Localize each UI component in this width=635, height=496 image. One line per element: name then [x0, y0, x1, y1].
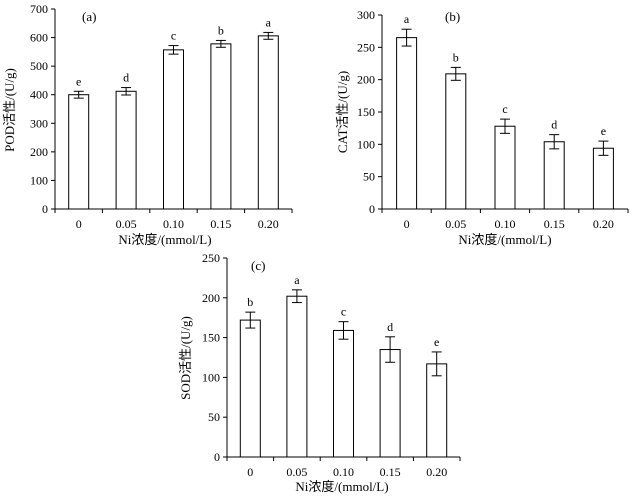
bar-0 — [239, 319, 261, 458]
y-tick-label: 100 — [202, 370, 220, 384]
y-tick-label: 300 — [30, 116, 48, 130]
x-tick-label: 0.05 — [116, 217, 137, 231]
panel-label: (c) — [251, 258, 265, 273]
x-tick-label: 0.10 — [495, 217, 516, 231]
y-tick-label: 0 — [42, 202, 48, 216]
y-tick-label: 0 — [369, 202, 375, 216]
y-tick-label: 400 — [30, 88, 48, 102]
x-tick-label: 0.20 — [258, 217, 279, 231]
significance-letter: c — [171, 29, 176, 43]
significance-letter: c — [502, 102, 507, 116]
bar-0.05 — [445, 73, 467, 210]
bar-0 — [396, 37, 418, 210]
y-tick-label: 150 — [357, 105, 375, 119]
x-axis-title: Ni浓度/(mmol/L) — [295, 479, 388, 494]
bar-0.15 — [379, 349, 401, 458]
chart-c: 0 50 100 150 200 250 b 0 a 0.05 c 0.10 d 0.15 e 0.20 (c)… — [178, 251, 461, 494]
y-tick-label: 0 — [214, 450, 220, 464]
y-tick-label: 500 — [30, 59, 48, 73]
panel-label: (b) — [445, 9, 460, 24]
y-tick-label: 150 — [202, 331, 220, 345]
significance-letter: a — [294, 273, 300, 287]
bar-0.15 — [543, 141, 565, 210]
bar-0 — [68, 94, 90, 210]
y-axis-title: SOD活性/(U/g) — [178, 316, 193, 400]
bar-0.05 — [115, 90, 137, 210]
bar-0.20 — [592, 147, 614, 210]
chart-a: 0 100 200 300 400 500 600 700 e 0 d 0.05 c 0.10 b 0.15 a… — [2, 2, 293, 247]
x-axis-title: Ni浓度/(mmol/L) — [458, 232, 551, 247]
bar-0.05 — [286, 295, 308, 458]
x-tick-label: 0 — [247, 465, 253, 479]
y-tick-label: 100 — [357, 137, 375, 151]
significance-letter: c — [341, 305, 346, 319]
y-tick-label: 250 — [357, 40, 375, 54]
significance-letter: b — [247, 295, 253, 309]
significance-letter: d — [387, 320, 393, 334]
significance-letter: e — [76, 74, 81, 88]
y-tick-label: 200 — [30, 145, 48, 159]
y-axis-title: POD活性/(U/g) — [2, 68, 17, 152]
significance-letter: e — [601, 124, 606, 138]
x-tick-label: 0.05 — [286, 465, 307, 479]
y-tick-label: 50 — [208, 410, 220, 424]
x-tick-label: 0.15 — [380, 465, 401, 479]
bar-0.10 — [494, 125, 516, 210]
chart-b: 0 50 100 150 200 250 300 a 0 b 0.05 c 0.10 d 0.15 e 0.20… — [335, 8, 629, 247]
bar-0.10 — [333, 329, 354, 458]
y-tick-label: 250 — [202, 251, 220, 265]
y-axis-title: CAT活性/(U/g) — [335, 71, 350, 153]
bar-0.10 — [163, 49, 184, 210]
significance-letter: d — [551, 118, 557, 132]
y-tick-label: 100 — [30, 173, 48, 187]
y-tick-label: 200 — [357, 73, 375, 87]
significance-letter: d — [123, 71, 129, 85]
y-tick-label: 600 — [30, 31, 48, 45]
x-tick-label: 0.20 — [593, 217, 614, 231]
significance-letter: b — [218, 23, 224, 37]
x-tick-label: 0.15 — [210, 217, 231, 231]
significance-letter: b — [453, 50, 459, 64]
y-tick-label: 200 — [202, 291, 220, 305]
x-tick-label: 0.15 — [544, 217, 565, 231]
x-tick-label: 0.05 — [445, 217, 466, 231]
x-axis-title: Ni浓度/(mmol/L) — [118, 232, 211, 247]
bar-0.20 — [257, 35, 279, 210]
significance-letter: a — [404, 12, 410, 26]
x-tick-label: 0 — [76, 217, 82, 231]
bar-0.20 — [426, 363, 448, 458]
significance-letter: a — [266, 15, 272, 29]
significance-letter: e — [434, 335, 439, 349]
x-tick-label: 0 — [404, 217, 410, 231]
panel-label: (a) — [82, 9, 96, 24]
x-tick-label: 0.20 — [426, 465, 447, 479]
y-tick-label: 300 — [357, 8, 375, 22]
x-tick-label: 0.10 — [163, 217, 184, 231]
x-tick-label: 0.10 — [333, 465, 354, 479]
y-tick-label: 700 — [30, 2, 48, 16]
y-tick-label: 50 — [363, 170, 375, 184]
bar-0.15 — [210, 43, 232, 210]
